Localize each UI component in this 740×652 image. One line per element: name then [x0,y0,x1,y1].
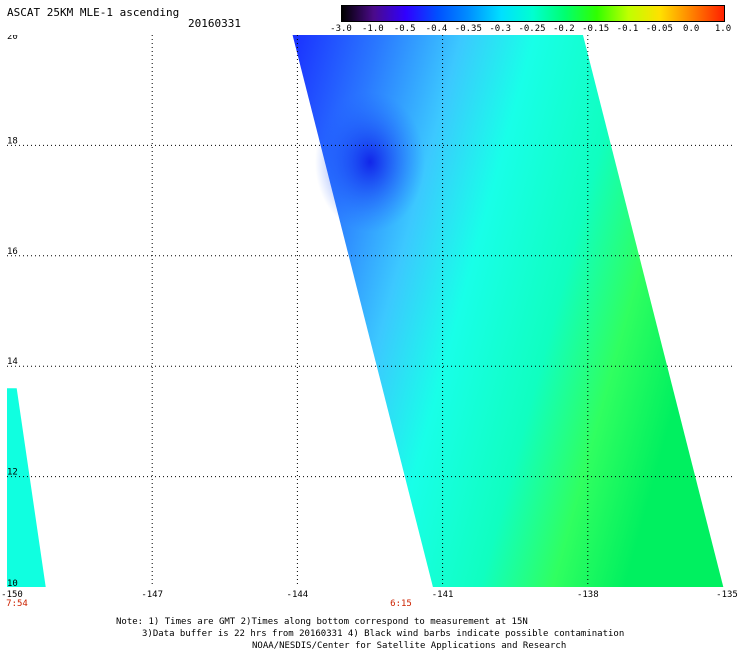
lon-tick-label: -144 [286,590,309,600]
note-line-2: 3)Data buffer is 22 hrs from 20160331 4)… [142,629,625,639]
colorbar-label: -3.0 [330,24,352,34]
lon-tick-label: -138 [576,590,599,600]
footer-notes: Note: 1) Times are GMT 2)Times along bot… [116,616,624,652]
lon-tick-label: -135 [716,590,738,600]
map-plot: 20 18 16 14 12 10 [7,35,733,587]
colorbar-label: 0.0 [683,24,700,34]
lat-tick-label: 12 [7,468,18,478]
colorbar-label: -0.3 [489,24,511,34]
colorbar-label: -0.4 [425,24,448,34]
note-line-3: NOAA/NESDIS/Center for Satellite Applica… [252,641,567,651]
lat-tick-label: 16 [7,247,18,257]
note-line-1: Note: 1) Times are GMT 2)Times along bot… [116,617,528,627]
colorbar-label: -1.0 [361,24,384,34]
colorbar-labels: -3.0 -1.0 -0.5 -0.4 -0.35 -0.3 -0.25 -0.2 -0.15-… [320,24,740,38]
colorbar-label: -0.5 [393,24,416,34]
lat-tick-label: 20 [7,35,18,42]
swath-left [7,388,46,587]
swath-low-region [315,91,425,232]
colorbar-label: -0.05 [645,24,673,34]
colorbar [341,5,725,22]
lon-tick-label: -141 [431,590,454,600]
lon-tick-label: -150 [1,590,23,600]
map-date: 20160331 [188,17,241,30]
colorbar-label: -0.1 [616,24,639,34]
colorbar-label: -0.25 [518,24,546,34]
lat-tick-label: 10 [7,579,18,587]
map-title: ASCAT 25KM MLE-1 ascending [7,6,180,19]
colorbar-label: -0.2 [552,24,575,34]
time-label: 6:15 [390,599,412,609]
lon-tick-label: -147 [141,590,164,600]
lat-tick-label: 14 [7,357,18,367]
colorbar-label: -0.35 [454,24,482,34]
colorbar-label: -0.15 [582,24,610,34]
colorbar-label: 1.0 [714,24,732,34]
time-label: 7:54 [6,599,28,609]
lat-tick-label: 18 [7,136,18,146]
